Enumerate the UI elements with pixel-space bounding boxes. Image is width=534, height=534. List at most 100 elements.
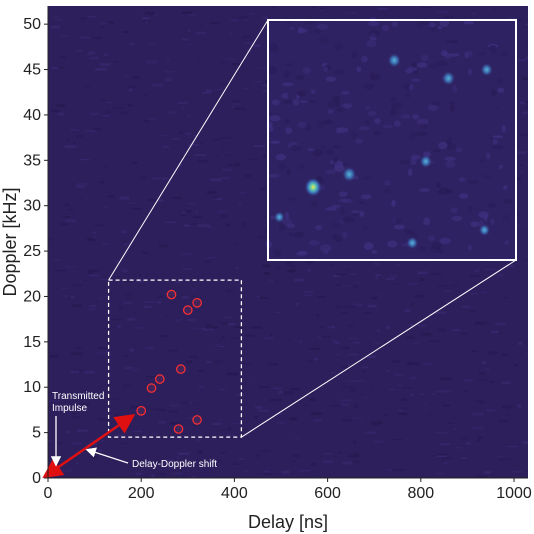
noise-speckle: [253, 145, 266, 148]
noise-speckle: [145, 60, 158, 64]
noise-speckle: [169, 404, 180, 407]
noise-speckle: [155, 408, 167, 411]
noise-speckle: [64, 145, 77, 148]
noise-speckle: [228, 323, 236, 326]
noise-speckle: [361, 366, 368, 369]
noise-speckle: [190, 288, 198, 291]
y-axis-label: Doppler [kHz]: [0, 187, 20, 296]
inset-noise-speckle: [275, 153, 287, 161]
noise-speckle: [83, 280, 87, 282]
noise-speckle: [385, 370, 391, 372]
noise-speckle: [137, 463, 149, 466]
noise-speckle: [329, 263, 333, 266]
noise-speckle: [350, 273, 357, 275]
noise-speckle: [235, 394, 245, 396]
noise-speckle: [414, 294, 425, 298]
noise-speckle: [162, 459, 174, 462]
inset-noise-speckle: [278, 163, 287, 171]
noise-speckle: [450, 284, 459, 287]
noise-speckle: [123, 75, 130, 78]
noise-speckle: [505, 414, 510, 416]
noise-speckle: [144, 21, 149, 24]
noise-speckle: [102, 242, 109, 246]
noise-speckle: [232, 422, 242, 425]
target-marker: [176, 364, 186, 374]
noise-speckle: [402, 407, 408, 410]
zoom-region-box: [107, 279, 243, 438]
noise-speckle: [439, 377, 452, 381]
noise-speckle: [277, 422, 286, 424]
noise-speckle: [79, 158, 90, 161]
target-glow: [136, 406, 147, 415]
noise-speckle: [263, 470, 270, 473]
inset-noise-speckle: [431, 242, 442, 250]
noise-speckle: [57, 459, 64, 462]
inset-noise-speckle: [495, 107, 500, 111]
inset-noise-speckle: [458, 177, 466, 182]
noise-speckle: [258, 235, 270, 239]
noise-speckle: [241, 434, 252, 436]
noise-speckle: [308, 347, 320, 350]
noise-speckle: [99, 297, 104, 300]
noise-speckle: [226, 164, 238, 166]
noise-speckle: [76, 185, 85, 188]
inset-noise-speckle: [451, 215, 463, 222]
inset-noise-speckle: [428, 26, 440, 32]
inset-noise-speckle: [449, 105, 455, 113]
noise-speckle: [218, 168, 222, 171]
noise-speckle: [410, 303, 415, 306]
inset-noise-speckle: [421, 123, 427, 130]
noise-speckle: [48, 440, 53, 442]
noise-speckle: [210, 22, 221, 24]
noise-speckle: [518, 133, 528, 136]
noise-speckle: [231, 106, 235, 108]
noise-speckle: [218, 360, 224, 363]
noise-speckle: [240, 429, 248, 431]
inset-noise-speckle: [323, 249, 329, 255]
inset-noise-speckle: [459, 193, 469, 199]
noise-speckle: [254, 80, 265, 83]
noise-speckle: [289, 417, 298, 421]
noise-speckle: [129, 348, 134, 352]
noise-speckle: [181, 296, 189, 299]
noise-speckle: [132, 208, 142, 210]
noise-speckle: [123, 354, 129, 357]
inset-noise-speckle: [503, 185, 508, 190]
noise-speckle: [199, 23, 203, 26]
inset-noise-speckle: [394, 120, 401, 127]
inset-noise-speckle: [467, 245, 473, 251]
noise-speckle: [317, 9, 326, 11]
noise-speckle: [462, 305, 471, 308]
inset-noise-speckle: [299, 164, 305, 170]
noise-speckle: [51, 25, 60, 29]
noise-speckle: [73, 369, 83, 372]
noise-speckle: [353, 460, 359, 462]
inset-noise-speckle: [365, 106, 371, 110]
inset-noise-speckle: [286, 196, 297, 201]
inset-noise-speckle: [492, 135, 504, 139]
inset-noise-speckle: [500, 50, 509, 57]
y-tick-label: 30: [23, 198, 41, 215]
noise-speckle: [182, 401, 189, 405]
noise-speckle: [89, 57, 99, 60]
inset-noise-speckle: [299, 100, 308, 104]
noise-speckle: [113, 107, 124, 109]
target-markers: [136, 289, 203, 434]
noise-speckle: [255, 454, 260, 457]
noise-speckle: [122, 240, 127, 243]
inset-noise-speckle: [503, 199, 513, 204]
noise-speckle: [305, 261, 315, 264]
noise-speckle: [423, 363, 434, 365]
inset-noise-speckle: [325, 76, 336, 82]
noise-speckle: [107, 195, 115, 198]
noise-speckle: [431, 273, 442, 276]
inset-noise-speckle: [295, 75, 305, 80]
inset-noise-speckle: [342, 198, 353, 204]
noise-speckle: [290, 387, 301, 391]
noise-speckle: [136, 412, 139, 416]
noise-speckle: [261, 450, 270, 452]
noise-speckle: [420, 278, 425, 281]
inset-target-blob: [419, 154, 433, 169]
inset-noise-speckle: [311, 200, 318, 207]
inset-noise-speckle: [417, 118, 429, 125]
